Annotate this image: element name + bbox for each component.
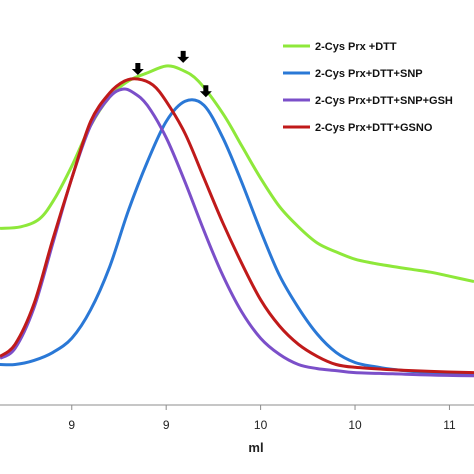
- x-tick-label: 9: [163, 418, 170, 432]
- peak-arrow: [177, 50, 190, 63]
- x-axis-tick-labels: 9 9 10 10 11: [68, 418, 456, 432]
- series-lines: [0, 64, 474, 378]
- x-axis-label: ml: [248, 440, 263, 455]
- series-line-4: [0, 77, 474, 375]
- legend-entry: 2-Cys Prx+DTT+SNP: [315, 68, 423, 80]
- legend: 2-Cys Prx +DTT 2-Cys Prx+DTT+SNP 2-Cys Prx…: [283, 41, 453, 134]
- series-line-2: [0, 98, 474, 377]
- legend-entry: 2-Cys Prx +DTT: [315, 41, 397, 53]
- legend-entry: 2-Cys Prx+DTT+GSNO: [315, 122, 433, 134]
- x-axis-ticks: [71, 405, 450, 410]
- x-tick-label: 11: [443, 418, 456, 432]
- x-tick-label: 10: [254, 418, 268, 432]
- peak-arrow: [199, 85, 212, 98]
- series-line-1: [0, 64, 474, 283]
- x-tick-label: 9: [68, 418, 75, 432]
- legend-entry: 2-Cys Prx+DTT+SNP+GSH: [315, 95, 453, 107]
- x-tick-label: 10: [348, 418, 362, 432]
- peak-arrow: [131, 62, 144, 75]
- peak-arrows: [131, 50, 212, 98]
